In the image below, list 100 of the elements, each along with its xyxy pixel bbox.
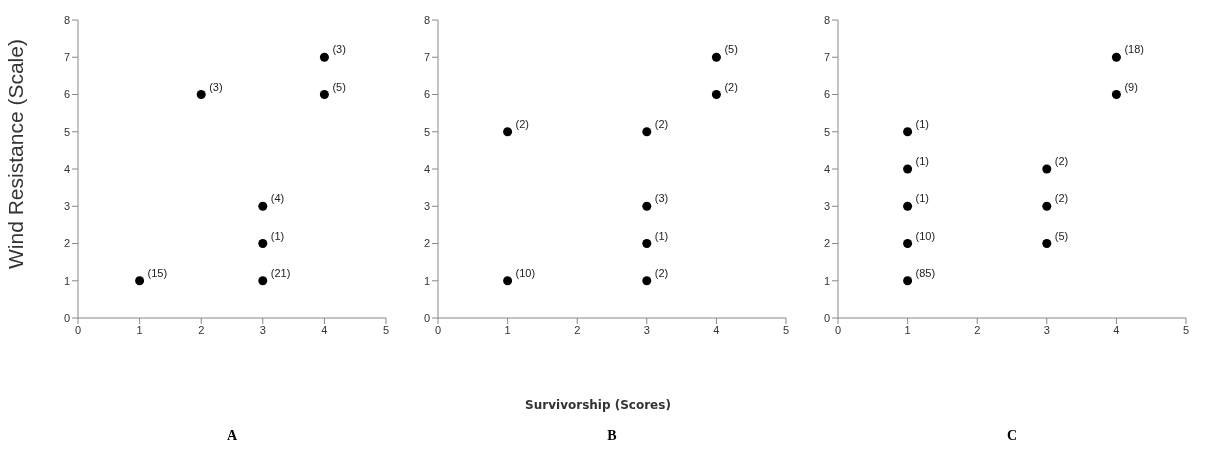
point bbox=[1042, 201, 1052, 211]
point bbox=[642, 127, 652, 137]
point bbox=[642, 239, 652, 248]
y-tick-label: 1 bbox=[63, 274, 70, 287]
y-tick-label: 2 bbox=[823, 237, 830, 250]
x-tick-label: 4 bbox=[321, 323, 328, 336]
y-tick-label: 6 bbox=[63, 88, 70, 101]
y-tick-label: 2 bbox=[63, 237, 70, 250]
x-tick-label: 5 bbox=[782, 323, 790, 336]
point bbox=[711, 90, 721, 99]
x-tick-label: 4 bbox=[1113, 323, 1120, 336]
point bbox=[903, 201, 913, 211]
annotation: (4) bbox=[270, 192, 285, 205]
annotation: (2) bbox=[515, 117, 530, 130]
annotation: (1) bbox=[270, 229, 285, 242]
y-axis-title: Wind Resistance (Scale) bbox=[4, 39, 28, 269]
annotation: (2) bbox=[1054, 192, 1069, 205]
point bbox=[135, 276, 145, 286]
annotation: (2) bbox=[724, 80, 738, 93]
point bbox=[1042, 239, 1052, 248]
y-tick-label: 8 bbox=[63, 13, 70, 26]
y-tick-label: 0 bbox=[823, 311, 830, 324]
x-tick-label: 3 bbox=[259, 323, 266, 336]
annotation: (3) bbox=[209, 80, 223, 93]
point bbox=[903, 276, 913, 286]
y-tick-label: 5 bbox=[423, 125, 430, 138]
annotation: (18) bbox=[1124, 43, 1144, 56]
point bbox=[503, 276, 513, 286]
y-tick-label: 0 bbox=[423, 311, 430, 324]
point bbox=[319, 90, 329, 99]
y-tick-label: 3 bbox=[423, 200, 430, 213]
y-tick-label: 7 bbox=[63, 51, 70, 64]
point bbox=[503, 127, 513, 137]
annotation: (15) bbox=[147, 266, 168, 279]
point bbox=[258, 276, 268, 286]
x-tick-label: 1 bbox=[904, 323, 911, 336]
annotation: (5) bbox=[724, 43, 738, 56]
annotation: (1) bbox=[915, 155, 930, 167]
y-tick-label: 8 bbox=[823, 13, 830, 26]
annotation: (5) bbox=[1054, 229, 1069, 242]
annotation: (85) bbox=[915, 266, 936, 279]
x-axis-title: Survivorship (Scores) bbox=[524, 398, 672, 412]
y-tick-label: 5 bbox=[823, 125, 830, 138]
x-tick-label: 1 bbox=[504, 323, 511, 336]
point bbox=[196, 90, 206, 99]
y-tick-label: 4 bbox=[423, 162, 430, 175]
y-tick-label: 2 bbox=[423, 237, 430, 250]
annotation: (10) bbox=[515, 266, 536, 279]
y-tick-label: 4 bbox=[63, 162, 70, 175]
x-tick-label: 5 bbox=[382, 323, 390, 336]
x-tick-label: 0 bbox=[834, 323, 842, 336]
x-tick-label: 2 bbox=[974, 323, 981, 336]
point bbox=[1042, 164, 1052, 174]
annotation: (9) bbox=[1124, 80, 1138, 93]
annotation: (21) bbox=[270, 266, 291, 279]
x-tick-label: 5 bbox=[1182, 323, 1190, 336]
annotation: (2) bbox=[654, 117, 669, 130]
x-tick-label: 1 bbox=[136, 323, 143, 336]
annotation: (10) bbox=[915, 229, 936, 242]
point bbox=[903, 127, 913, 137]
x-tick-label: 2 bbox=[198, 323, 205, 336]
x-tick-label: 2 bbox=[574, 323, 581, 336]
y-tick-label: 5 bbox=[63, 125, 70, 138]
y-tick-label: 0 bbox=[63, 311, 70, 324]
y-tick-label: 7 bbox=[823, 51, 830, 64]
annotation: (1) bbox=[654, 229, 669, 242]
y-tick-label: 1 bbox=[823, 274, 830, 287]
x-tick-label: 3 bbox=[643, 323, 650, 336]
point bbox=[903, 239, 913, 248]
x-tick-label: 0 bbox=[434, 323, 442, 336]
point bbox=[258, 239, 268, 248]
annotation: (2) bbox=[654, 266, 669, 279]
y-tick-label: 6 bbox=[823, 88, 830, 101]
annotation: (1) bbox=[915, 117, 930, 130]
x-tick-label: 0 bbox=[74, 323, 82, 336]
point bbox=[711, 52, 721, 62]
y-tick-label: 1 bbox=[423, 274, 430, 287]
annotation: (1) bbox=[915, 192, 930, 205]
y-tick-label: 4 bbox=[823, 162, 830, 175]
point bbox=[319, 52, 329, 62]
x-tick-label: 4 bbox=[713, 323, 720, 336]
x-tick-label: 3 bbox=[1043, 323, 1050, 336]
y-tick-label: 3 bbox=[63, 200, 70, 213]
y-tick-label: 7 bbox=[423, 51, 430, 64]
annotation: (3) bbox=[654, 192, 669, 205]
y-tick-label: 3 bbox=[823, 200, 830, 213]
annotation: (3) bbox=[332, 43, 346, 56]
text: B bbox=[606, 428, 618, 444]
point bbox=[903, 164, 913, 174]
point bbox=[1111, 90, 1121, 99]
annotation: (2) bbox=[1054, 155, 1069, 167]
point bbox=[258, 201, 268, 211]
y-tick-label: 6 bbox=[423, 88, 430, 101]
point bbox=[642, 201, 652, 211]
annotation: (5) bbox=[332, 80, 346, 93]
text: A bbox=[225, 428, 239, 444]
text: C bbox=[1005, 428, 1019, 444]
point bbox=[642, 276, 652, 286]
y-tick-label: 8 bbox=[423, 13, 430, 26]
point bbox=[1111, 52, 1121, 62]
